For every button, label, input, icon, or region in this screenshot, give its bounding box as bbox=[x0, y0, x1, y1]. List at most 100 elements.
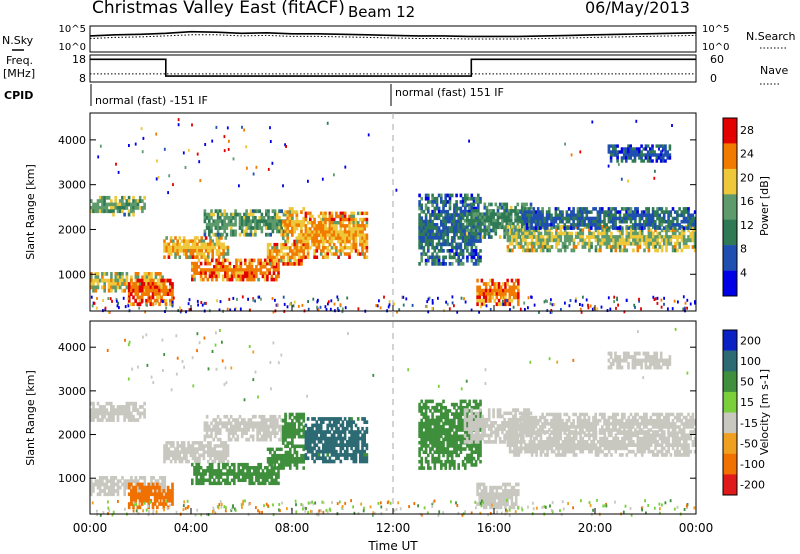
heatmap-cell bbox=[572, 213, 575, 218]
heatmap-cell bbox=[424, 450, 428, 454]
heatmap-cell bbox=[565, 210, 569, 214]
heatmap-cell bbox=[448, 252, 452, 256]
heatmap-cell bbox=[306, 236, 310, 241]
heatmap-cell bbox=[219, 421, 222, 426]
heatmap-cell bbox=[210, 431, 213, 435]
heatmap-cell bbox=[472, 218, 476, 223]
heatmap-cell bbox=[202, 469, 205, 473]
heatmap-cell bbox=[229, 222, 233, 227]
heatmap-cell bbox=[603, 231, 607, 236]
heatmap-cell bbox=[348, 252, 351, 256]
heatmap-cell bbox=[261, 261, 265, 266]
heatmap-cell bbox=[119, 278, 122, 283]
heatmap-cell bbox=[658, 207, 661, 211]
heatmap-cell bbox=[506, 245, 510, 249]
heatmap-cell bbox=[125, 199, 129, 203]
heatmap-cell bbox=[638, 299, 640, 303]
heatmap-cell bbox=[365, 224, 369, 228]
heatmap-cell bbox=[105, 476, 109, 480]
heatmap-cell bbox=[339, 252, 343, 256]
heatmap-cell bbox=[207, 249, 210, 253]
heatmap-cell bbox=[269, 252, 272, 257]
heatmap-cell bbox=[613, 295, 616, 299]
heatmap-cell bbox=[140, 278, 144, 283]
heatmap-cell bbox=[237, 258, 240, 263]
heatmap-cell bbox=[568, 241, 571, 246]
heatmap-cell bbox=[273, 226, 277, 230]
heatmap-cell bbox=[337, 230, 340, 234]
heatmap-cell bbox=[498, 215, 502, 220]
heatmap-cell bbox=[570, 231, 574, 236]
heatmap-cell bbox=[574, 223, 578, 227]
heatmap-cell bbox=[302, 246, 305, 250]
heatmap-cell bbox=[464, 196, 467, 201]
heatmap-cell bbox=[96, 408, 100, 412]
heatmap-cell bbox=[271, 161, 274, 165]
heatmap-cell bbox=[235, 258, 238, 263]
heatmap-cell bbox=[207, 444, 210, 448]
heatmap-cell bbox=[291, 207, 294, 211]
heatmap-cell bbox=[631, 226, 635, 230]
heatmap-cell bbox=[267, 167, 270, 171]
heatmap-cell bbox=[136, 302, 140, 307]
heatmap-cell bbox=[470, 249, 474, 253]
heatmap-cell bbox=[594, 223, 597, 227]
heatmap-cell bbox=[433, 258, 437, 263]
heatmap-cell bbox=[328, 249, 332, 253]
heatmap-cell bbox=[424, 223, 428, 227]
heatmap-cell bbox=[563, 226, 566, 230]
heatmap-cell bbox=[629, 228, 633, 233]
heatmap-cell bbox=[176, 249, 179, 253]
heatmap-cell bbox=[260, 414, 264, 419]
heatmap-cell bbox=[506, 282, 509, 286]
heatmap-cell bbox=[662, 153, 665, 157]
heatmap-cell bbox=[169, 288, 172, 293]
heatmap-cell bbox=[530, 241, 534, 246]
power-ytick-label: 2000 bbox=[58, 223, 86, 236]
heatmap-cell bbox=[483, 215, 487, 220]
heatmap-cell bbox=[625, 147, 628, 151]
heatmap-cell bbox=[359, 217, 362, 222]
heatmap-cell bbox=[596, 235, 600, 239]
heatmap-cell bbox=[286, 226, 290, 231]
heatmap-cell bbox=[453, 304, 455, 308]
heatmap-cell bbox=[472, 196, 476, 201]
heatmap-cell bbox=[191, 268, 194, 272]
heatmap-cell bbox=[350, 217, 353, 222]
heatmap-cell bbox=[444, 239, 447, 243]
heatmap-cell bbox=[198, 245, 201, 250]
heatmap-cell bbox=[193, 271, 196, 275]
heatmap-cell bbox=[302, 415, 306, 420]
heatmap-cell bbox=[599, 245, 602, 249]
heatmap-cell bbox=[273, 453, 276, 458]
heatmap-cell bbox=[197, 271, 201, 275]
heatmap-cell bbox=[555, 238, 558, 243]
heatmap-cell bbox=[275, 242, 279, 247]
heatmap-cell bbox=[101, 414, 104, 419]
heatmap-cell bbox=[513, 231, 516, 236]
heatmap-cell bbox=[236, 434, 240, 439]
heatmap-cell bbox=[635, 153, 639, 157]
heatmap-cell bbox=[92, 209, 95, 214]
heatmap-cell bbox=[94, 408, 97, 412]
heatmap-cell bbox=[243, 421, 246, 426]
heatmap-cell bbox=[182, 245, 186, 250]
heatmap-cell bbox=[280, 229, 283, 234]
heatmap-cell bbox=[286, 422, 290, 426]
heatmap-cell bbox=[136, 492, 140, 497]
heatmap-cell bbox=[179, 306, 181, 310]
heatmap-cell bbox=[211, 242, 214, 247]
heatmap-cell bbox=[634, 226, 637, 230]
heatmap-cell bbox=[470, 258, 474, 263]
cpid-segment-2: normal (fast) 151 IF bbox=[395, 86, 504, 99]
heatmap-cell bbox=[255, 271, 258, 275]
heatmap-cell bbox=[203, 437, 207, 442]
heatmap-cell bbox=[172, 239, 175, 243]
heatmap-cell bbox=[437, 242, 441, 247]
heatmap-cell bbox=[563, 235, 567, 239]
heatmap-cell bbox=[217, 478, 221, 482]
heatmap-cell bbox=[667, 241, 670, 246]
heatmap-cell bbox=[276, 303, 279, 307]
heatmap-cell bbox=[112, 405, 115, 409]
